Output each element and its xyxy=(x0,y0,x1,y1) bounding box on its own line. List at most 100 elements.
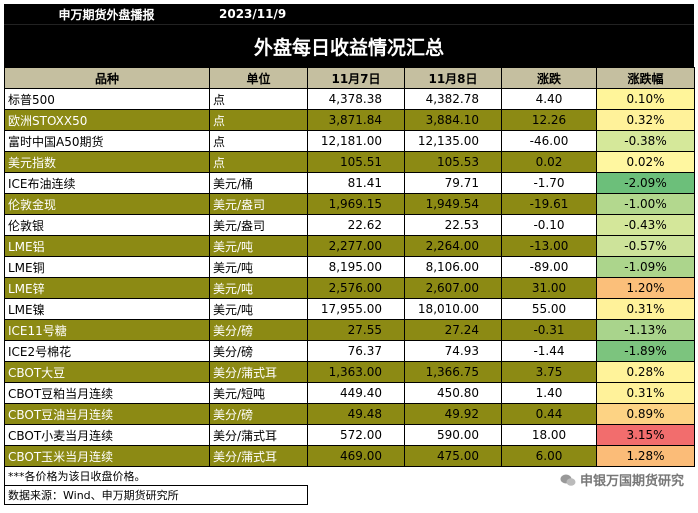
cell-nov8: 105.53 xyxy=(404,151,502,173)
cell-unit: 美元/吨 xyxy=(209,235,308,257)
watermark: 申银万国期货研究 xyxy=(560,470,684,489)
cell-unit: 美元/盎司 xyxy=(209,214,308,236)
cell-change: -13.00 xyxy=(501,235,597,257)
cell-nov8: 2,607.00 xyxy=(404,277,502,299)
cell-pct: -2.09% xyxy=(596,172,695,194)
table-row: LME锌 美元/吨 2,576.00 2,607.00 31.00 1.20% xyxy=(4,277,695,299)
footer-note: ***各价格为该日收盘价格。 xyxy=(4,466,308,486)
cell-change: 12.26 xyxy=(501,109,597,131)
cell-pct: 0.02% xyxy=(596,151,695,173)
cell-name: ICE11号糖 xyxy=(4,319,210,341)
footer-blank-2 xyxy=(307,485,695,505)
cell-name: CBOT小麦当月连续 xyxy=(4,424,210,446)
cell-name: 伦敦银 xyxy=(4,214,210,236)
report-sheet: 申万期货外盘播报 2023/11/9 外盘每日收益情况汇总 品种 单位 11月7… xyxy=(4,4,695,505)
cell-pct: 0.31% xyxy=(596,382,695,404)
col-header-unit: 单位 xyxy=(209,67,308,89)
table-row: ICE11号糖 美分/磅 27.55 27.24 -0.31 -1.13% xyxy=(4,319,695,341)
cell-nov7: 49.48 xyxy=(307,403,405,425)
footer-note-row: ***各价格为该日收盘价格。 xyxy=(4,466,695,486)
cell-unit: 美分/磅 xyxy=(209,340,308,362)
table-row: LME铜 美元/吨 8,195.00 8,106.00 -89.00 -1.09% xyxy=(4,256,695,278)
cell-unit: 美元/吨 xyxy=(209,256,308,278)
cell-name: 富时中国A50期货 xyxy=(4,130,210,152)
cell-nov8: 49.92 xyxy=(404,403,502,425)
footer-source-row: 数据来源：Wind、申万期货研究所 xyxy=(4,485,695,505)
table-row: 美元指数点 105.51 105.53 0.02 0.02% xyxy=(4,151,695,173)
cell-change: -1.70 xyxy=(501,172,597,194)
data-source: 数据来源：Wind、申万期货研究所 xyxy=(4,485,308,505)
cell-change: -89.00 xyxy=(501,256,597,278)
cell-pct: -0.38% xyxy=(596,130,695,152)
cell-pct: -1.00% xyxy=(596,193,695,215)
cell-pct: 3.15% xyxy=(596,424,695,446)
table-row: LME铝 美元/吨 2,277.00 2,264.00 -13.00 -0.57% xyxy=(4,235,695,257)
cell-unit: 美分/磅 xyxy=(209,403,308,425)
cell-nov7: 17,955.00 xyxy=(307,298,405,320)
cell-unit: 点 xyxy=(209,88,308,110)
cell-nov8: 74.93 xyxy=(404,340,502,362)
cell-nov7: 76.37 xyxy=(307,340,405,362)
cell-pct: 0.31% xyxy=(596,298,695,320)
cell-nov8: 475.00 xyxy=(404,445,502,467)
table-row: CBOT玉米当月连续 美分/蒲式耳 469.00 475.00 6.00 1.28% xyxy=(4,445,695,467)
cell-nov8: 22.53 xyxy=(404,214,502,236)
cell-nov7: 4,378.38 xyxy=(307,88,405,110)
cell-name: 标普500 xyxy=(4,88,210,110)
cell-name: CBOT豆油当月连续 xyxy=(4,403,210,425)
cell-name: LME镍 xyxy=(4,298,210,320)
cell-unit: 点 xyxy=(209,130,308,152)
cell-pct: -0.57% xyxy=(596,235,695,257)
cell-nov7: 27.55 xyxy=(307,319,405,341)
cell-unit: 点 xyxy=(209,109,308,131)
cell-unit: 美元/短吨 xyxy=(209,382,308,404)
cell-unit: 美元/桶 xyxy=(209,172,308,194)
cell-change: -0.31 xyxy=(501,319,597,341)
cell-unit: 美分/蒲式耳 xyxy=(209,424,308,446)
cell-pct: -1.09% xyxy=(596,256,695,278)
page-title: 外盘每日收益情况汇总 xyxy=(4,24,694,67)
cell-change: 3.75 xyxy=(501,361,597,383)
cell-nov8: 3,884.10 xyxy=(404,109,502,131)
cell-change: 1.40 xyxy=(501,382,597,404)
footer-blank xyxy=(307,466,695,486)
wechat-icon xyxy=(560,474,576,486)
report-date: 2023/11/9 xyxy=(219,7,287,21)
returns-table: 品种 单位 11月7日 11月8日 涨跌 涨跌幅 标普500 点 4,378.38 4… xyxy=(4,67,695,505)
cell-nov7: 81.41 xyxy=(307,172,405,194)
cell-change: 0.44 xyxy=(501,403,597,425)
table-row: 富时中国A50期货点 12,181.00 12,135.00 -46.00 -0.38% xyxy=(4,130,695,152)
cell-pct: 0.32% xyxy=(596,109,695,131)
col-header-nov7: 11月7日 xyxy=(307,67,405,89)
col-header-nov8: 11月8日 xyxy=(404,67,502,89)
cell-name: CBOT玉米当月连续 xyxy=(4,445,210,467)
cell-nov7: 22.62 xyxy=(307,214,405,236)
cell-change: -19.61 xyxy=(501,193,597,215)
cell-pct: 0.89% xyxy=(596,403,695,425)
cell-unit: 美元/盎司 xyxy=(209,193,308,215)
cell-nov7: 2,277.00 xyxy=(307,235,405,257)
cell-nov8: 1,949.54 xyxy=(404,193,502,215)
cell-nov7: 105.51 xyxy=(307,151,405,173)
cell-nov8: 450.80 xyxy=(404,382,502,404)
cell-nov7: 12,181.00 xyxy=(307,130,405,152)
cell-nov7: 449.40 xyxy=(307,382,405,404)
table-row: CBOT大豆 美分/蒲式耳 1,363.00 1,366.75 3.75 0.28% xyxy=(4,361,695,383)
col-header-change: 涨跌 xyxy=(501,67,597,89)
table-row: CBOT豆粕当月连续 美元/短吨 449.40 450.80 1.40 0.31% xyxy=(4,382,695,404)
cell-change: 6.00 xyxy=(501,445,597,467)
table-row: CBOT豆油当月连续 美分/磅 49.48 49.92 0.44 0.89% xyxy=(4,403,695,425)
cell-nov7: 1,969.15 xyxy=(307,193,405,215)
cell-nov7: 8,195.00 xyxy=(307,256,405,278)
cell-name: CBOT大豆 xyxy=(4,361,210,383)
cell-pct: -1.89% xyxy=(596,340,695,362)
table-row: CBOT小麦当月连续 美分/蒲式耳 572.00 590.00 18.00 3.15% xyxy=(4,424,695,446)
cell-change: 31.00 xyxy=(501,277,597,299)
cell-nov8: 12,135.00 xyxy=(404,130,502,152)
cell-nov8: 590.00 xyxy=(404,424,502,446)
table-row: ICE布油连续 美元/桶 81.41 79.71 -1.70 -2.09% xyxy=(4,172,695,194)
cell-nov8: 79.71 xyxy=(404,172,502,194)
cell-unit: 美分/蒲式耳 xyxy=(209,445,308,467)
cell-change: 4.40 xyxy=(501,88,597,110)
cell-nov7: 572.00 xyxy=(307,424,405,446)
